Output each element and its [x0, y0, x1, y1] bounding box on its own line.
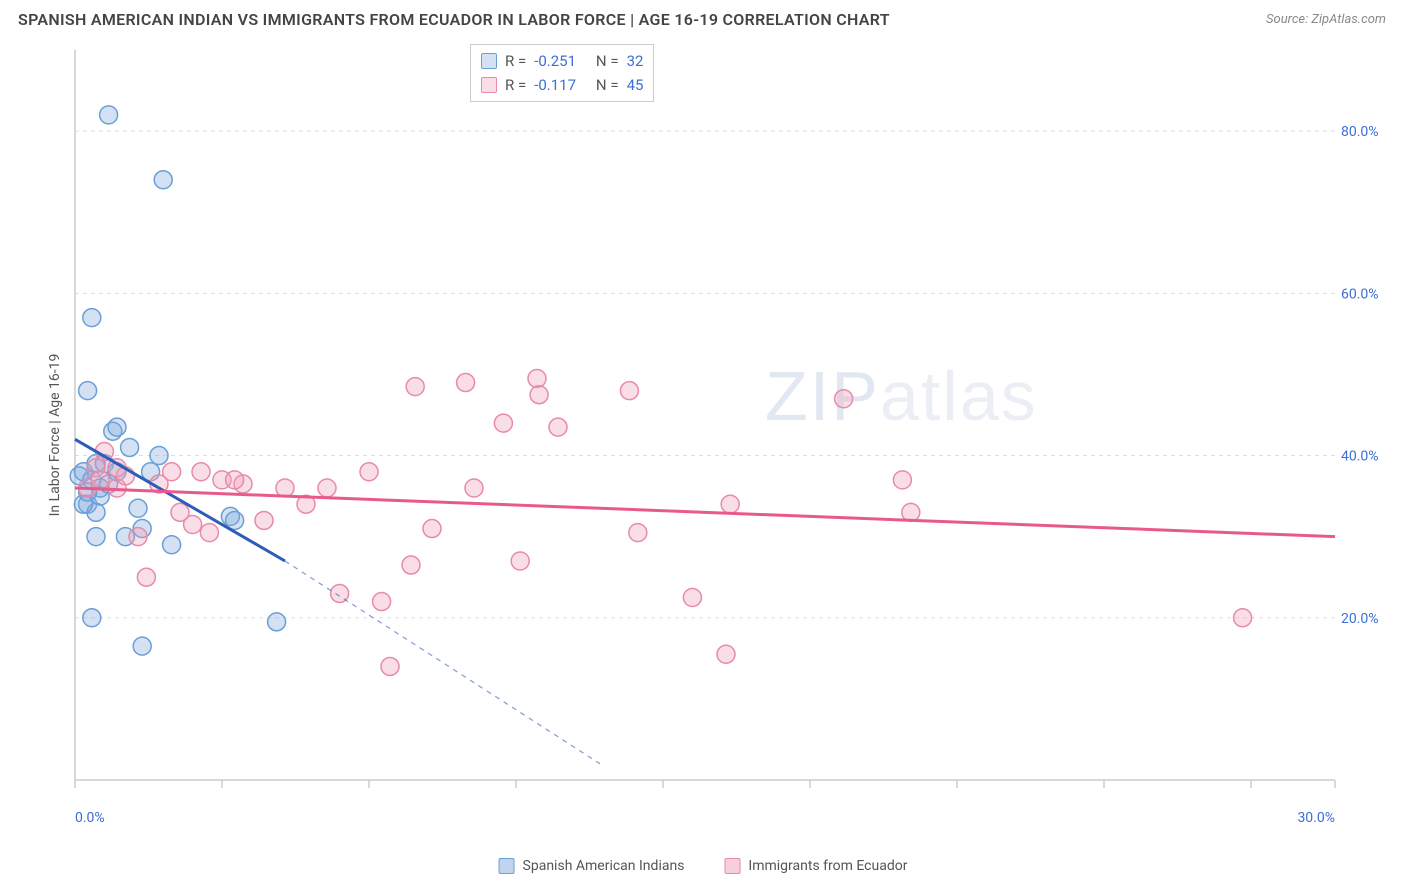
legend-label: Immigrants from Ecuador	[748, 858, 907, 874]
data-point	[511, 552, 529, 570]
data-point	[87, 528, 105, 546]
data-point	[423, 520, 441, 538]
data-point	[721, 495, 739, 513]
legend-swatch	[499, 858, 515, 874]
data-point	[620, 382, 638, 400]
series-swatch	[481, 77, 497, 93]
stats-row: R = -0.117 N = 45	[481, 73, 643, 97]
chart-title: SPANISH AMERICAN INDIAN VS IMMIGRANTS FR…	[18, 10, 890, 29]
data-point	[79, 382, 97, 400]
data-point	[1234, 609, 1252, 627]
data-point	[129, 499, 147, 517]
data-point	[83, 609, 101, 627]
x-tick-label: 30.0%	[1297, 810, 1335, 826]
data-point	[133, 637, 151, 655]
n-value: 45	[627, 73, 644, 97]
data-point	[100, 106, 118, 124]
data-point	[184, 516, 202, 534]
data-point	[226, 471, 244, 489]
n-value: 32	[627, 49, 644, 73]
svg-text:ZIPatlas: ZIPatlas	[765, 357, 1038, 435]
data-point	[528, 370, 546, 388]
data-point	[360, 463, 378, 481]
n-label: N =	[592, 49, 618, 73]
data-point	[549, 418, 567, 436]
data-point	[150, 447, 168, 465]
data-point	[457, 374, 475, 392]
data-point	[406, 378, 424, 396]
data-point	[402, 556, 420, 574]
data-point	[91, 471, 109, 489]
scatter-chart: ZIPatlas 0.0% 30.0% 20.0% 40.0% 60.0% 80.0%	[45, 40, 1385, 830]
n-label: N =	[592, 73, 618, 97]
data-point	[83, 309, 101, 327]
r-label: R =	[505, 73, 526, 97]
data-point	[268, 613, 286, 631]
data-point	[121, 438, 139, 456]
legend-item: Immigrants from Ecuador	[724, 858, 907, 874]
legend-bottom: Spanish American Indians Immigrants from …	[499, 858, 908, 874]
r-value: -0.117	[534, 73, 584, 97]
data-point	[683, 589, 701, 607]
data-point	[137, 568, 155, 586]
legend-swatch	[724, 858, 740, 874]
data-point	[318, 479, 336, 497]
legend-label: Spanish American Indians	[523, 858, 685, 874]
data-point	[200, 524, 218, 542]
stats-legend-box: R = -0.251 N = 32 R = -0.117 N = 45	[470, 44, 654, 102]
data-point	[530, 386, 548, 404]
data-point	[494, 414, 512, 432]
source-attribution: Source: ZipAtlas.com	[1266, 12, 1386, 27]
data-point	[893, 471, 911, 489]
data-point	[163, 463, 181, 481]
r-label: R =	[505, 49, 526, 73]
legend-item: Spanish American Indians	[499, 858, 685, 874]
y-tick-label: 80.0%	[1341, 124, 1379, 140]
data-point	[465, 479, 483, 497]
r-value: -0.251	[534, 49, 584, 73]
data-point	[192, 463, 210, 481]
data-point	[163, 536, 181, 554]
data-point	[381, 657, 399, 675]
y-tick-label: 20.0%	[1341, 611, 1379, 627]
x-tick-label: 0.0%	[75, 810, 105, 826]
data-point	[154, 171, 172, 189]
chart-container: In Labor Force | Age 16-19 ZIPatlas0.0%3…	[45, 40, 1385, 830]
data-point	[717, 645, 735, 663]
stats-row: R = -0.251 N = 32	[481, 49, 643, 73]
chart-header: SPANISH AMERICAN INDIAN VS IMMIGRANTS FR…	[0, 0, 1406, 33]
data-point	[129, 528, 147, 546]
data-point	[108, 418, 126, 436]
data-point	[835, 390, 853, 408]
y-tick-label: 40.0%	[1341, 449, 1379, 465]
series-swatch	[481, 53, 497, 69]
data-point	[629, 524, 647, 542]
data-point	[255, 511, 273, 529]
data-point	[373, 593, 391, 611]
data-point	[276, 479, 294, 497]
y-tick-label: 60.0%	[1341, 286, 1379, 302]
